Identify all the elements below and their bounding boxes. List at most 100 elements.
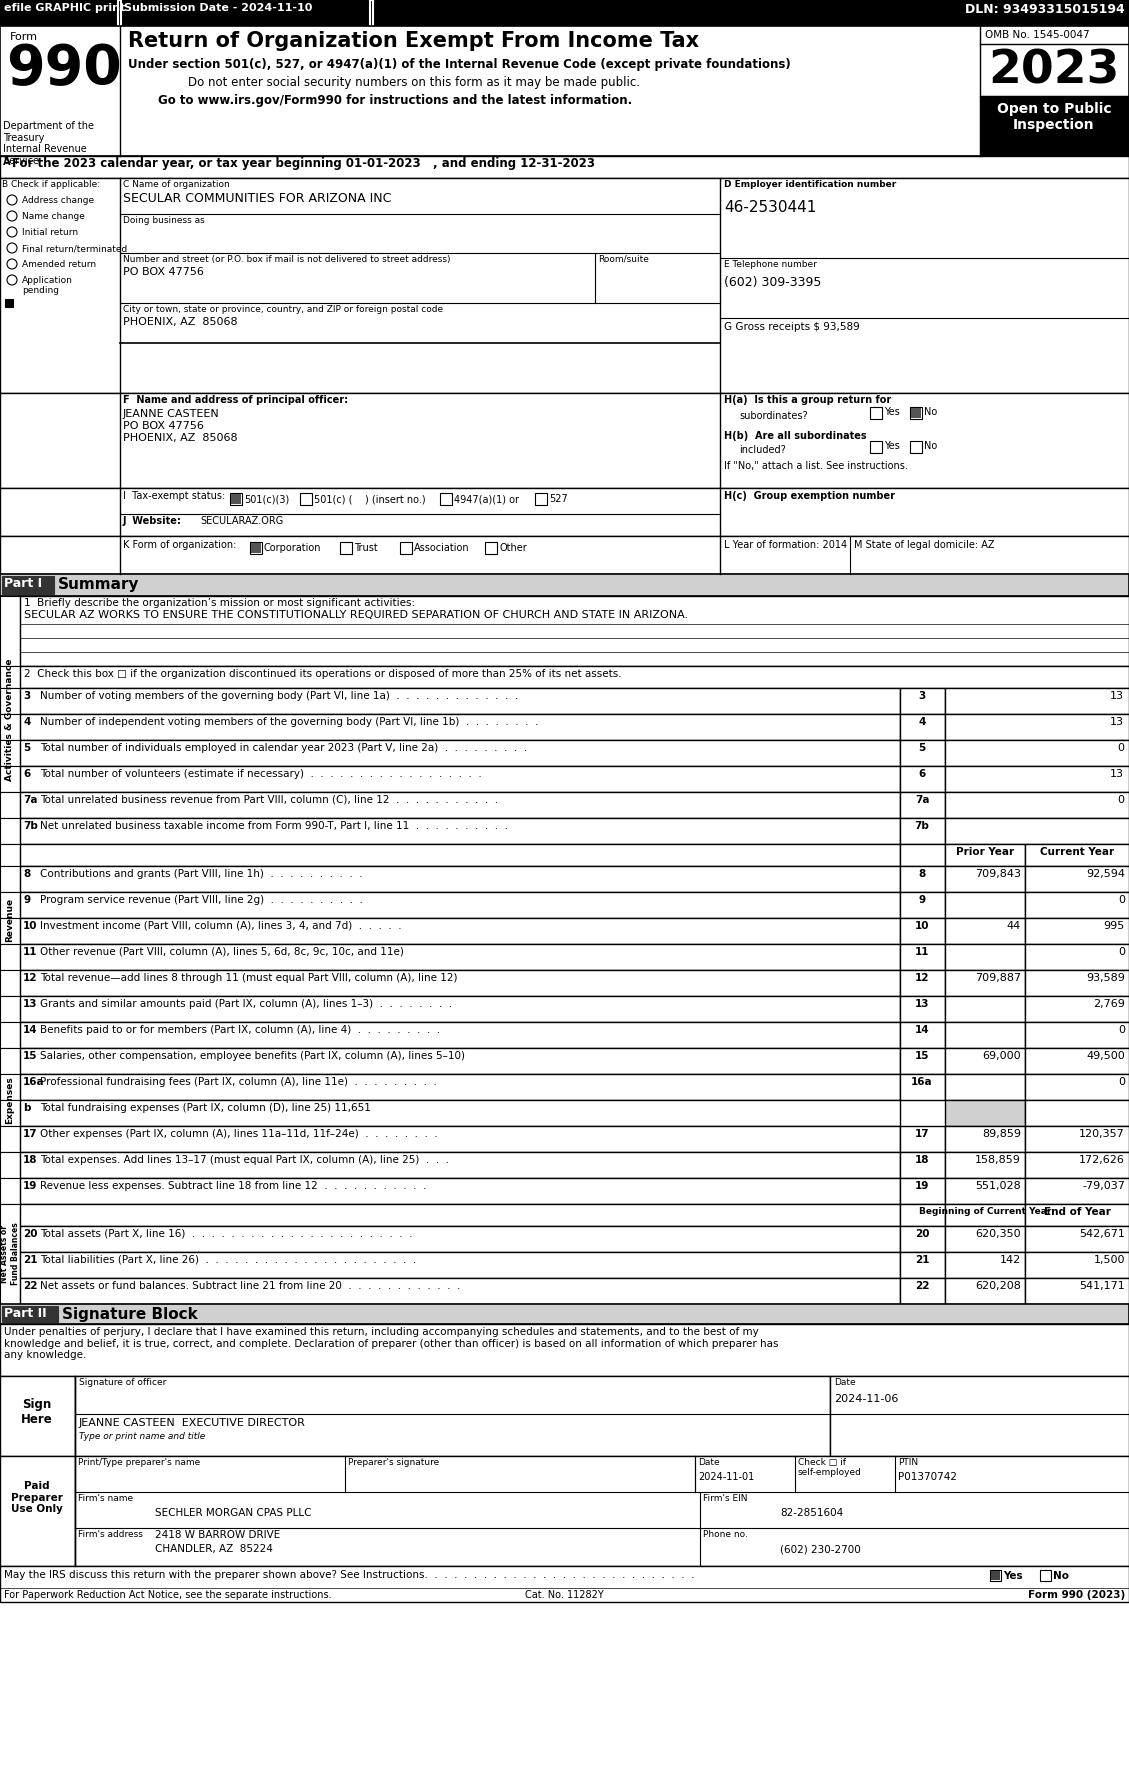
Text: OMB No. 1545-0047: OMB No. 1545-0047 <box>984 30 1089 41</box>
Text: M State of legal domicile: AZ: M State of legal domicile: AZ <box>854 540 995 549</box>
Bar <box>20 1252 900 1279</box>
Text: Signature of officer: Signature of officer <box>79 1377 166 1386</box>
Text: Sign
Here: Sign Here <box>21 1399 53 1425</box>
Text: included?: included? <box>739 445 786 456</box>
Text: 5: 5 <box>23 743 30 752</box>
Bar <box>0 818 20 844</box>
Text: 4947(a)(1) or: 4947(a)(1) or <box>454 494 519 503</box>
Bar <box>20 818 900 844</box>
Bar <box>1025 865 1129 892</box>
Text: 0: 0 <box>1118 947 1124 957</box>
Text: Amended return: Amended return <box>21 260 96 268</box>
Text: Paid
Preparer
Use Only: Paid Preparer Use Only <box>11 1482 63 1513</box>
Text: 13: 13 <box>914 1000 929 1008</box>
Bar <box>900 1023 945 1047</box>
Text: Net assets or fund balances. Subtract line 21 from line 20  .  .  .  .  .  .  . : Net assets or fund balances. Subtract li… <box>40 1280 461 1291</box>
Text: 7a: 7a <box>914 795 929 805</box>
Text: Total expenses. Add lines 13–17 (must equal Part IX, column (A), line 25)  .  . : Total expenses. Add lines 13–17 (must eq… <box>40 1155 449 1166</box>
Text: I  Tax-exempt status:: I Tax-exempt status: <box>123 491 226 502</box>
Bar <box>945 791 1129 818</box>
Text: K Form of organization:: K Form of organization: <box>123 540 236 549</box>
Text: Form 990 (2023): Form 990 (2023) <box>1027 1589 1124 1600</box>
Text: 541,171: 541,171 <box>1079 1280 1124 1291</box>
Text: A: A <box>3 157 10 168</box>
Bar <box>2 1307 58 1323</box>
Bar <box>535 493 546 505</box>
Text: 10: 10 <box>914 922 929 931</box>
Text: Go to www.irs.gov/Form990 for instructions and the latest information.: Go to www.irs.gov/Form990 for instructio… <box>158 94 632 108</box>
Text: 16a: 16a <box>23 1077 45 1088</box>
Bar <box>0 945 20 970</box>
Text: Trust: Trust <box>355 542 378 553</box>
Bar <box>830 1376 1129 1455</box>
Bar <box>945 918 1025 945</box>
Text: H(b)  Are all subordinates: H(b) Are all subordinates <box>724 431 867 442</box>
Text: Number and street (or P.O. box if mail is not delivered to street address): Number and street (or P.O. box if mail i… <box>123 254 450 263</box>
Text: P01370742: P01370742 <box>898 1473 957 1482</box>
Text: 13: 13 <box>1110 717 1124 728</box>
Text: Activities & Governance: Activities & Governance <box>6 659 15 781</box>
Text: Type or print name and title: Type or print name and title <box>79 1432 205 1441</box>
Bar <box>0 1047 20 1074</box>
Bar <box>0 740 20 766</box>
Text: DLN: 93493315015194: DLN: 93493315015194 <box>965 4 1124 16</box>
Bar <box>945 1151 1025 1178</box>
Text: Contributions and grants (Part VIII, line 1h)  .  .  .  .  .  .  .  .  .  .: Contributions and grants (Part VIII, lin… <box>40 869 362 879</box>
Bar <box>75 1376 830 1455</box>
Text: C Name of organization: C Name of organization <box>123 180 229 189</box>
Text: 4: 4 <box>918 717 926 728</box>
Bar <box>1025 844 1129 865</box>
Bar <box>0 865 20 892</box>
Text: SECULAR COMMUNITIES FOR ARIZONA INC: SECULAR COMMUNITIES FOR ARIZONA INC <box>123 192 392 205</box>
Text: Expenses: Expenses <box>6 1075 15 1123</box>
Text: 0: 0 <box>1117 795 1124 805</box>
Bar <box>945 844 1025 865</box>
Bar <box>250 542 262 555</box>
Bar <box>900 1151 945 1178</box>
Text: 14: 14 <box>914 1024 929 1035</box>
Text: No: No <box>924 406 937 417</box>
Bar <box>20 1178 900 1204</box>
Text: 1,500: 1,500 <box>1094 1256 1124 1264</box>
Bar <box>0 1151 20 1178</box>
Bar <box>1025 1023 1129 1047</box>
Text: 20: 20 <box>23 1229 37 1240</box>
Text: pending: pending <box>21 286 59 295</box>
Text: efile GRAPHIC print: efile GRAPHIC print <box>5 4 125 12</box>
Text: Total fundraising expenses (Part IX, column (D), line 25) 11,651: Total fundraising expenses (Part IX, col… <box>40 1104 370 1113</box>
Bar <box>300 493 312 505</box>
Text: 89,859: 89,859 <box>982 1128 1021 1139</box>
Text: 19: 19 <box>914 1181 929 1190</box>
Text: Preparer's signature: Preparer's signature <box>348 1459 439 1468</box>
Bar <box>340 542 352 555</box>
Text: Association: Association <box>414 542 470 553</box>
Text: PHOENIX, AZ  85068: PHOENIX, AZ 85068 <box>123 318 237 327</box>
Text: 8: 8 <box>918 869 926 879</box>
Bar <box>0 1376 75 1455</box>
Text: Under penalties of perjury, I declare that I have examined this return, includin: Under penalties of perjury, I declare th… <box>5 1326 779 1360</box>
Bar <box>20 844 900 865</box>
Bar <box>900 918 945 945</box>
Bar <box>870 442 882 454</box>
Bar <box>945 1279 1025 1303</box>
Bar <box>0 595 20 666</box>
Text: 11: 11 <box>914 947 929 957</box>
Bar <box>945 1226 1025 1252</box>
Bar <box>485 542 497 555</box>
Text: Submission Date - 2024-11-10: Submission Date - 2024-11-10 <box>124 4 313 12</box>
Text: 11: 11 <box>23 947 37 957</box>
Text: No: No <box>1053 1572 1069 1581</box>
Bar <box>1025 1178 1129 1204</box>
Bar <box>20 1226 900 1252</box>
Bar <box>20 713 900 740</box>
Bar <box>0 1455 75 1566</box>
Text: CHANDLER, AZ  85224: CHANDLER, AZ 85224 <box>155 1543 273 1554</box>
Bar <box>1025 1279 1129 1303</box>
Text: Open to Public
Inspection: Open to Public Inspection <box>997 102 1111 132</box>
Text: 2023: 2023 <box>988 48 1120 94</box>
Text: Total revenue—add lines 8 through 11 (must equal Part VIII, column (A), line 12): Total revenue—add lines 8 through 11 (mu… <box>40 973 457 984</box>
Text: For the 2023 calendar year, or tax year beginning 01-01-2023   , and ending 12-3: For the 2023 calendar year, or tax year … <box>12 157 595 170</box>
Bar <box>0 791 20 818</box>
Text: 18: 18 <box>914 1155 929 1166</box>
Bar <box>945 945 1025 970</box>
